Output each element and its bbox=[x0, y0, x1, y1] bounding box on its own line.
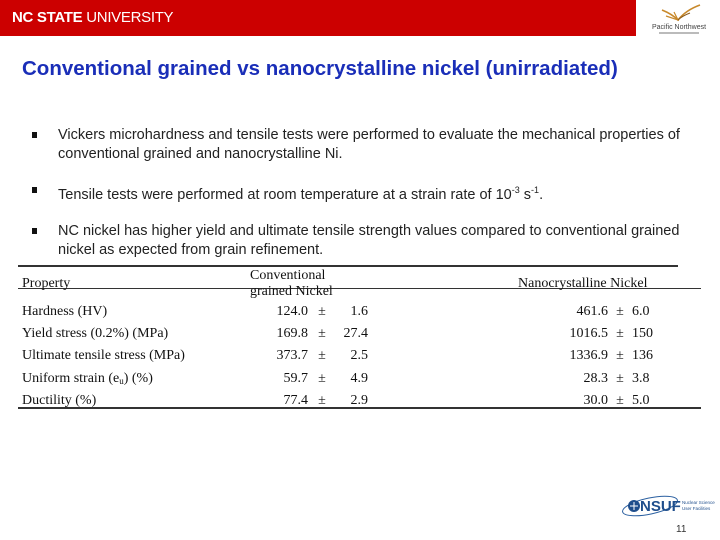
cell-cg-value: 124.0 bbox=[276, 304, 309, 320]
cell-pm: ± bbox=[616, 348, 624, 364]
spacer bbox=[368, 368, 518, 391]
table-header-rule bbox=[18, 288, 701, 289]
nsuf-logo-icon: NSUF Nuclear Science User Facilities bbox=[622, 495, 715, 517]
exponent: -1 bbox=[531, 185, 540, 195]
cell-pm: ± bbox=[318, 393, 326, 409]
cell-nc-error: 5.0 bbox=[632, 393, 650, 409]
cell-cg-error: 27.4 bbox=[343, 325, 369, 341]
cell-pm: ± bbox=[616, 393, 624, 409]
bullet-text: . bbox=[539, 187, 544, 203]
cell-nc-error: 6.0 bbox=[632, 304, 650, 320]
cell-property: Hardness (HV) bbox=[22, 304, 108, 320]
table-row: Uniform strain (eu) (%) 59.7 ± 4.9 28.3 … bbox=[18, 368, 701, 391]
header-property: Property bbox=[22, 276, 71, 291]
bullet-square-icon bbox=[32, 228, 37, 234]
property-text: ) (%) bbox=[123, 370, 153, 386]
cell-nc-error: 3.8 bbox=[632, 370, 650, 386]
spacer bbox=[368, 300, 518, 323]
university-logo: NC STATE UNIVERSITY bbox=[12, 9, 174, 26]
spacer bbox=[368, 268, 518, 300]
cell-property: Uniform strain (eu) (%) bbox=[18, 368, 250, 391]
header-bar: NC STATE UNIVERSITY bbox=[0, 0, 636, 36]
cell-cg-error: 4.9 bbox=[350, 370, 369, 386]
cell-property: Yield stress (0.2%) (MPa) bbox=[22, 325, 169, 341]
cell-cg-error: 2.9 bbox=[350, 393, 369, 409]
university-name-light: UNIVERSITY bbox=[86, 9, 174, 26]
bullet-text: s bbox=[519, 187, 532, 203]
pnnl-logo-subline bbox=[659, 32, 699, 34]
spacer bbox=[368, 345, 518, 368]
bullet-square-icon bbox=[32, 187, 37, 193]
pnnl-logo: Pacific Northwest bbox=[640, 2, 718, 42]
table-header-row: Property Conventional grained Nickel Nan… bbox=[18, 268, 701, 300]
cell-cg-value: 59.7 bbox=[283, 370, 309, 386]
exponent: -3 bbox=[511, 185, 520, 195]
table-top-rule bbox=[18, 265, 678, 267]
pnnl-swoosh-icon bbox=[661, 4, 701, 22]
cell-nc-value: 28.3 bbox=[583, 370, 609, 386]
cell-nc-value: 461.6 bbox=[576, 304, 609, 320]
cell-pm: ± bbox=[318, 325, 326, 341]
spacer bbox=[368, 390, 518, 413]
cell-pm: ± bbox=[318, 348, 326, 364]
cell-nc-value: 30.0 bbox=[583, 393, 609, 409]
header-nanocrystalline: Nanocrystalline Nickel bbox=[518, 268, 701, 300]
cell-nc-error: 150 bbox=[632, 325, 653, 341]
pnnl-logo-text: Pacific Northwest bbox=[651, 24, 707, 31]
table-row: Ultimate tensile stress (MPa) 373.7 ± 2.… bbox=[18, 345, 701, 368]
cell-nc-value: 1016.5 bbox=[569, 325, 609, 341]
cell-pm: ± bbox=[318, 304, 326, 320]
bullet-square-icon bbox=[32, 132, 37, 138]
property-text: Uniform strain (e bbox=[22, 370, 120, 386]
slide-title: Conventional grained vs nanocrystalline … bbox=[22, 57, 618, 80]
page-number: 11 bbox=[676, 524, 687, 535]
svg-text:User Facilities: User Facilities bbox=[682, 506, 711, 511]
data-table: Property Conventional grained Nickel Nan… bbox=[18, 268, 701, 413]
cell-pm: ± bbox=[616, 370, 624, 386]
bullet-item: NC nickel has higher yield and ultimate … bbox=[30, 222, 700, 260]
bullet-text: Tensile tests were performed at room tem… bbox=[58, 187, 512, 203]
table-bottom-rule bbox=[18, 407, 701, 409]
header-conventional: Conventional grained Nickel bbox=[250, 268, 368, 300]
cell-property: Ductility (%) bbox=[22, 393, 97, 409]
header-nanocrystalline-label: Nanocrystalline Nickel bbox=[518, 276, 648, 291]
bullet-text: NC nickel has higher yield and ultimate … bbox=[58, 223, 680, 258]
cell-property: Ultimate tensile stress (MPa) bbox=[22, 348, 185, 364]
cell-cg-error: 1.6 bbox=[350, 304, 369, 320]
cell-pm: ± bbox=[616, 325, 624, 341]
cell-nc-error: 136 bbox=[632, 348, 653, 364]
cell-pm: ± bbox=[616, 304, 624, 320]
svg-text:NSUF: NSUF bbox=[640, 498, 681, 515]
cell-nc-value: 1336.9 bbox=[569, 348, 609, 364]
cell-cg-error: 2.5 bbox=[350, 348, 369, 364]
cell-cg-value: 77.4 bbox=[283, 393, 309, 409]
nsuf-logo: NSUF Nuclear Science User Facilities bbox=[620, 491, 720, 521]
svg-text:Nuclear Science: Nuclear Science bbox=[682, 500, 715, 505]
subscript: u bbox=[119, 375, 124, 386]
bullet-list: Vickers microhardness and tensile tests … bbox=[30, 126, 700, 277]
table-row: Yield stress (0.2%) (MPa) 169.8 ± 27.4 1… bbox=[18, 323, 701, 346]
header-conventional-label: Conventional grained Nickel bbox=[250, 268, 333, 299]
cell-pm: ± bbox=[318, 370, 326, 386]
cell-cg-value: 169.8 bbox=[276, 325, 309, 341]
properties-table: Property Conventional grained Nickel Nan… bbox=[18, 265, 702, 410]
table-row: Hardness (HV) 124.0 ± 1.6 461.6 ± 6.0 bbox=[18, 300, 701, 323]
table-row: Ductility (%) 77.4 ± 2.9 30.0 ± 5.0 bbox=[18, 390, 701, 413]
cell-cg-value: 373.7 bbox=[276, 348, 309, 364]
bullet-item: Tensile tests were performed at room tem… bbox=[30, 181, 700, 205]
spacer bbox=[368, 323, 518, 346]
bullet-text: Vickers microhardness and tensile tests … bbox=[58, 127, 680, 162]
bullet-item: Vickers microhardness and tensile tests … bbox=[30, 126, 700, 164]
university-name-bold: NC STATE bbox=[12, 9, 83, 26]
